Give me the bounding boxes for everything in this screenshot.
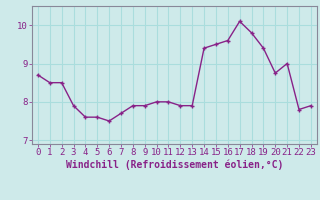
X-axis label: Windchill (Refroidissement éolien,°C): Windchill (Refroidissement éolien,°C)	[66, 160, 283, 170]
